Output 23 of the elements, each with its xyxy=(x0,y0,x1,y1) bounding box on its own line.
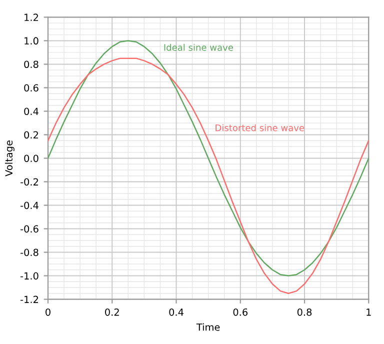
x-axis-title: Time xyxy=(196,323,220,331)
series-label: Distorted sine wave xyxy=(216,124,304,132)
y-tick-label: 0.2 xyxy=(24,131,38,139)
y-tick-label: -1.0 xyxy=(20,272,38,280)
y-axis-title: Voltage xyxy=(5,140,14,176)
y-tick-label: 0.8 xyxy=(24,60,38,68)
x-tick-label: 0.6 xyxy=(233,308,248,316)
x-tick-label: 0.8 xyxy=(297,308,312,316)
x-tick-label: 1 xyxy=(366,308,371,316)
y-tick-label: -0.6 xyxy=(20,225,38,233)
x-tick-label: 0.2 xyxy=(105,308,119,316)
y-tick-label: 1.0 xyxy=(24,37,38,45)
y-tick-label: 0.4 xyxy=(24,108,38,116)
y-tick-label: -0.4 xyxy=(20,202,38,210)
series-label: Ideal sine wave xyxy=(164,44,233,51)
y-tick-label: 0.6 xyxy=(24,84,38,92)
y-tick-label: 0.0 xyxy=(24,154,38,162)
x-tick-label: 0.4 xyxy=(169,308,184,316)
y-tick-label: -0.2 xyxy=(20,178,38,186)
y-tick-label: -0.8 xyxy=(20,248,38,256)
x-tick-label: 0 xyxy=(46,308,50,316)
y-tick-label: -1.2 xyxy=(20,296,38,303)
y-tick-label: 1.2 xyxy=(24,14,38,21)
